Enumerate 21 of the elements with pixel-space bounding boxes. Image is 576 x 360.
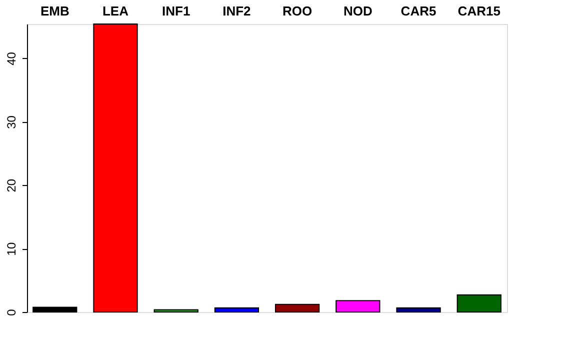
y-tick-label: 0 (4, 308, 18, 316)
y-tick-label: 20 (4, 178, 18, 192)
x-tick-label: CAR15 (458, 4, 500, 18)
x-tick-label: EMB (40, 4, 70, 18)
y-tick-label: 10 (4, 242, 18, 256)
x-tick-label: NOD (343, 4, 372, 18)
x-tick-label: LEA (102, 4, 130, 18)
x-tick-label: CAR5 (400, 4, 436, 18)
x-tick-label: ROO (282, 4, 312, 18)
bar (214, 307, 260, 312)
bar (274, 304, 320, 312)
y-tick-label: 30 (4, 115, 18, 129)
bar (32, 306, 78, 312)
x-tick-label: INF2 (222, 4, 251, 18)
bar (154, 309, 198, 312)
bar (396, 307, 441, 312)
bar (93, 24, 138, 312)
bar (336, 300, 380, 312)
x-tick-label: INF1 (162, 4, 190, 18)
y-tick-label: 40 (4, 52, 18, 66)
bar (456, 294, 502, 312)
